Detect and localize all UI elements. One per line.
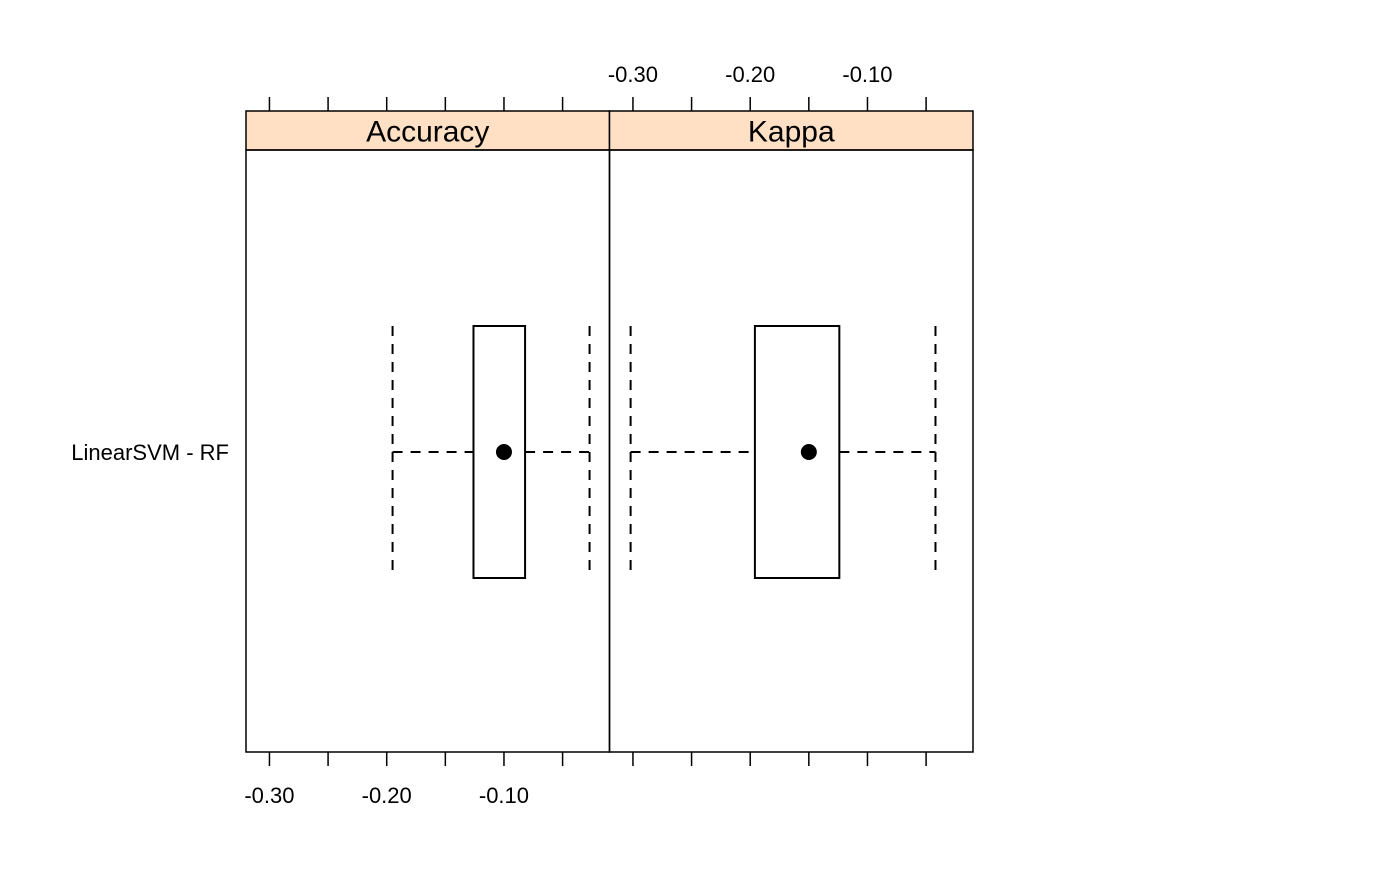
strip-label: Accuracy: [366, 116, 489, 149]
x-tick-label: -0.10: [842, 62, 892, 87]
x-tick-label: -0.20: [725, 62, 775, 87]
panel-kappa: Kappa -0.30 -0.20 -0.10: [608, 62, 974, 766]
strip-background: [608, 110, 974, 151]
median-dot: [495, 444, 512, 460]
median-dot: [800, 444, 817, 460]
y-category-label: LinearSVM - RF: [71, 440, 229, 465]
x-tick-label: -0.30: [244, 783, 294, 808]
x-tick-label: -0.10: [479, 783, 529, 808]
x-tick-label: -0.30: [608, 62, 658, 87]
x-tick-label: -0.20: [362, 783, 412, 808]
panel-frame: [608, 149, 974, 753]
strip-label: Kappa: [748, 116, 835, 149]
strip-background: [245, 110, 611, 151]
panel-accuracy: Accuracy -0.30 -0.20 -0.10: [244, 97, 611, 808]
panel-frame: [245, 149, 611, 753]
box: [753, 325, 841, 579]
